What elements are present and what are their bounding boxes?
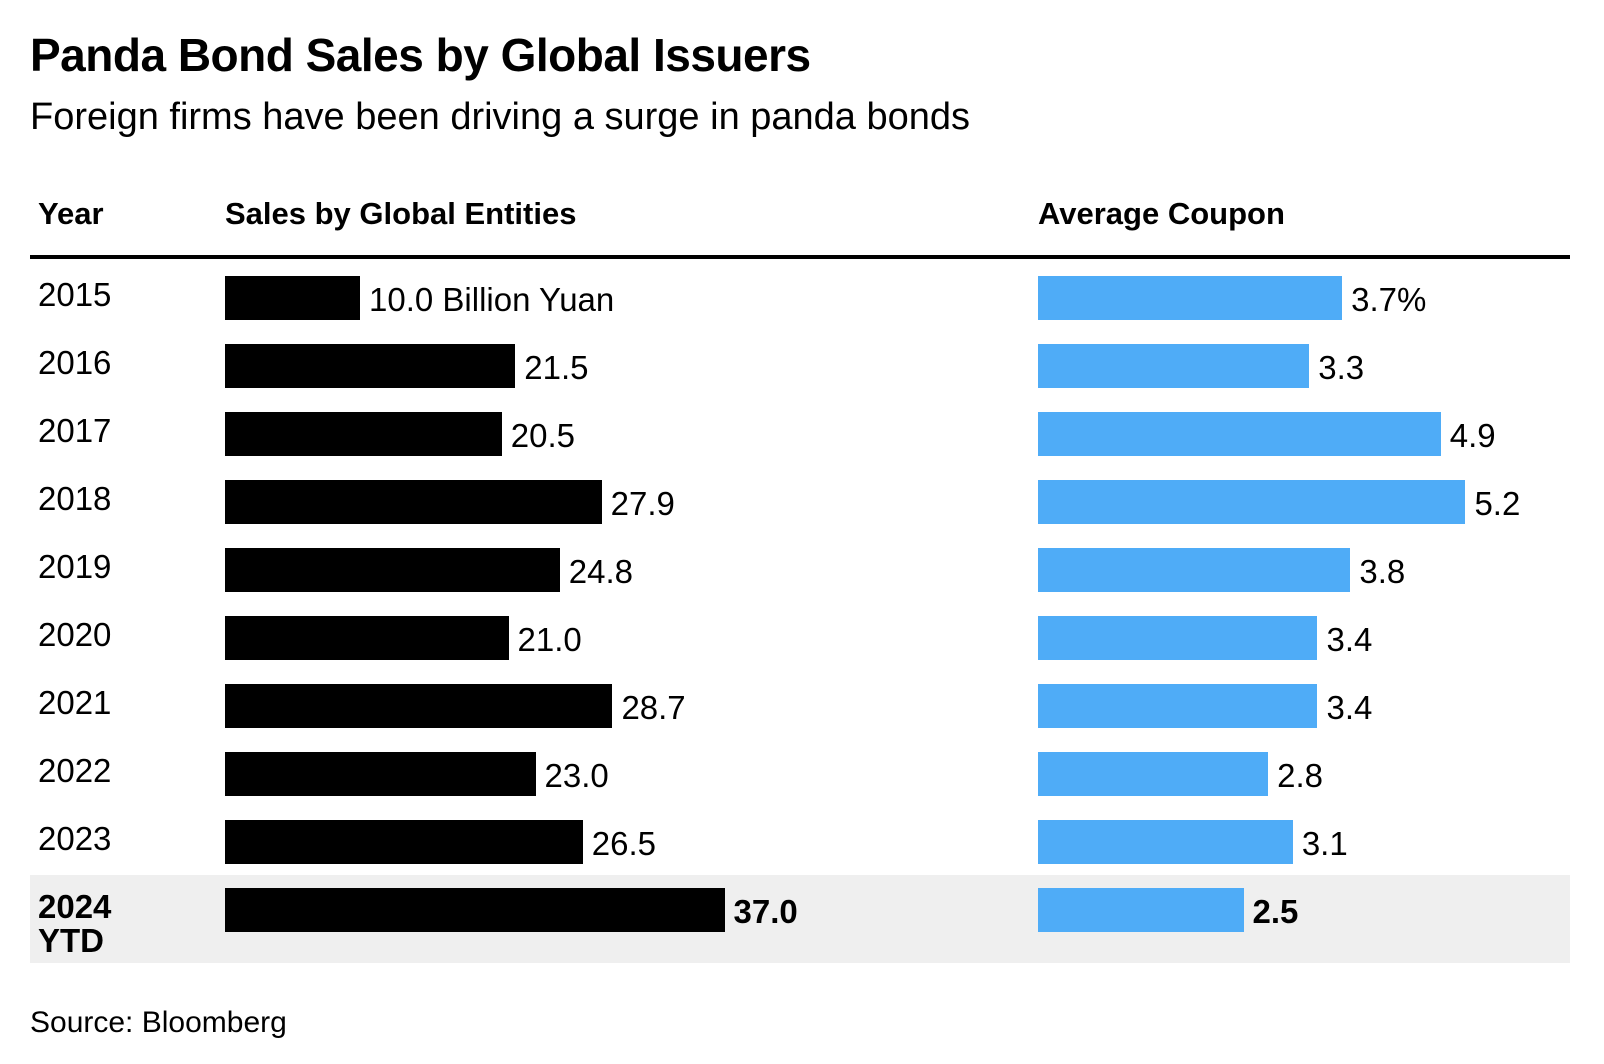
year-label: 2021	[38, 684, 112, 721]
year-label: 2016	[38, 344, 112, 381]
year-label: 2015	[38, 276, 112, 313]
sales-value-label: 24.8	[568, 553, 634, 590]
sales-bar	[225, 276, 360, 320]
column-header-sales: Sales by Global Entities	[225, 196, 577, 231]
coupon-bar	[1038, 412, 1441, 456]
year-label: 2022	[38, 752, 112, 789]
coupon-bar	[1038, 344, 1310, 388]
sales-bar	[225, 480, 602, 524]
coupon-value-label: 5.2	[1474, 485, 1521, 522]
year-label: 2020	[38, 616, 112, 653]
sales-value-label: 27.9	[610, 485, 675, 522]
coupon-value-label: 2.8	[1277, 757, 1324, 794]
sales-value-label: 10.0 Billion Yuan	[369, 281, 615, 318]
coupon-value-label: 3.8	[1359, 553, 1406, 590]
source-note: Source: Bloomberg	[30, 1006, 287, 1039]
coupon-value-label: 3.4	[1326, 621, 1373, 658]
sales-bar	[225, 344, 516, 388]
coupon-bar	[1038, 480, 1466, 524]
sales-value-label: 21.0	[517, 621, 582, 658]
coupon-bar	[1038, 752, 1269, 796]
coupon-bar	[1038, 820, 1293, 864]
sales-value-label: 20.5	[510, 417, 575, 454]
coupon-value-label: 3.1	[1301, 825, 1348, 862]
coupon-bar	[1038, 888, 1244, 932]
coupon-value-label: 2.5	[1252, 893, 1299, 930]
year-label: 2018	[38, 480, 112, 517]
chart-title: Panda Bond Sales by Global Issuers	[30, 29, 811, 81]
column-header-year: Year	[38, 196, 104, 231]
coupon-bar	[1038, 548, 1351, 592]
coupon-bar	[1038, 616, 1318, 660]
chart-subtitle: Foreign firms have been driving a surge …	[30, 96, 971, 138]
coupon-value-label: 3.3	[1318, 349, 1365, 386]
year-label: 2019	[38, 548, 112, 585]
coupon-value-label: 4.9	[1449, 417, 1496, 454]
sales-value-label: 26.5	[591, 825, 656, 862]
sales-value-label: 21.5	[524, 349, 589, 386]
sales-value-label: 23.0	[544, 757, 609, 794]
sales-bar	[225, 616, 509, 660]
sales-bar	[225, 888, 725, 932]
sales-bar	[225, 412, 502, 456]
sales-value-label: 28.7	[621, 689, 686, 726]
coupon-bar	[1038, 684, 1318, 728]
column-header-coupon: Average Coupon	[1038, 196, 1285, 231]
header-divider	[30, 255, 1570, 259]
coupon-bar	[1038, 276, 1343, 320]
sales-value-label: 37.0	[733, 893, 798, 930]
year-label: 2017	[38, 412, 112, 449]
sales-bar	[225, 548, 560, 592]
coupon-value-label: 3.4	[1326, 689, 1373, 726]
sales-bar	[225, 820, 583, 864]
coupon-value-label: 3.7%	[1351, 281, 1427, 318]
year-label: 2024 YTD	[38, 888, 112, 959]
sales-bar	[225, 684, 613, 728]
year-label: 2023	[38, 820, 112, 857]
sales-bar	[225, 752, 536, 796]
